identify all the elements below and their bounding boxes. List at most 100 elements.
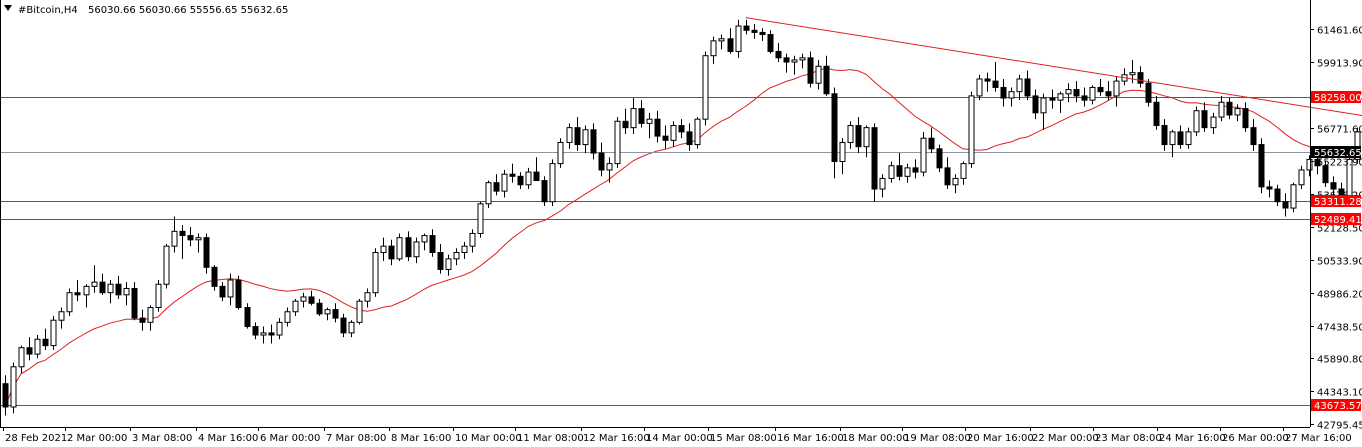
candle	[1097, 78, 1104, 96]
bull-candle-body	[356, 300, 363, 323]
bull-candle-body	[66, 292, 73, 313]
bull-candle-body	[372, 251, 379, 294]
bear-candle-body	[429, 235, 436, 253]
candle	[1177, 125, 1184, 149]
bear-candle-body	[405, 237, 412, 258]
bull-candle-body	[501, 173, 508, 192]
bull-candle-body	[171, 230, 178, 247]
candle	[638, 100, 645, 128]
bear-candle-body	[1330, 182, 1337, 190]
bear-candle-body	[662, 135, 669, 141]
bear-candle-body	[944, 167, 951, 186]
bear-candle-body	[42, 338, 49, 347]
bull-candle-body	[1129, 72, 1136, 76]
bull-candle-body	[324, 309, 331, 315]
candle	[566, 123, 573, 149]
bear-candle-body	[1032, 95, 1039, 114]
bear-candle-body	[235, 279, 242, 309]
candle	[227, 273, 234, 306]
bull-candle-body	[847, 125, 854, 143]
candle	[896, 153, 903, 181]
candle	[912, 159, 919, 179]
bull-candle-body	[1354, 131, 1361, 160]
candle	[147, 305, 154, 331]
y-tick-label: 56771.60	[1317, 125, 1362, 136]
bear-candle-body	[590, 129, 597, 154]
bull-candle-body	[735, 25, 742, 52]
candle	[759, 28, 766, 41]
candle	[1081, 87, 1088, 107]
bear-candle-body	[1049, 97, 1056, 101]
x-tick-label: 26 Mar 00:00	[1222, 433, 1289, 444]
bear-candle-body	[533, 171, 540, 182]
bull-candle-body	[1185, 131, 1192, 146]
bear-candle-body	[598, 152, 605, 171]
bull-candle-body	[18, 347, 25, 368]
candle	[187, 227, 194, 247]
bull-candle-body	[799, 57, 806, 61]
bear-candle-body	[1282, 201, 1289, 209]
bull-candle-body	[260, 332, 267, 336]
candles-layer	[2, 19, 1361, 416]
bull-candle-body	[976, 78, 983, 97]
bear-candle-body	[759, 31, 766, 36]
bear-candle-body	[493, 182, 500, 192]
bull-candle-body	[879, 177, 886, 190]
candle	[332, 303, 339, 323]
candle	[42, 328, 49, 350]
candle	[219, 282, 226, 302]
bull-candle-body	[453, 251, 460, 260]
x-tick-label: 8 Mar 16:00	[391, 433, 451, 444]
candle	[260, 326, 267, 344]
bull-candle-body	[147, 307, 154, 323]
bear-candle-body	[509, 173, 516, 177]
candle	[195, 233, 202, 253]
candle	[107, 280, 114, 304]
bear-candle-body	[751, 29, 758, 33]
bull-candle-body	[10, 366, 17, 408]
bull-candle-body	[485, 182, 492, 205]
candle	[1105, 81, 1112, 101]
bear-candle-body	[574, 127, 581, 146]
bull-candle-body	[710, 40, 717, 57]
bear-candle-body	[783, 57, 790, 63]
bear-candle-body	[1137, 72, 1144, 84]
x-tick-label: 28 Feb 2021	[5, 433, 67, 444]
candle	[1185, 127, 1192, 149]
bull-candle-body	[477, 203, 484, 234]
candle	[1008, 87, 1015, 107]
candle	[831, 87, 838, 179]
bear-candle-body	[219, 285, 226, 298]
x-tick-label: 15 Mar 08:00	[710, 433, 777, 444]
bull-candle-body	[445, 258, 452, 270]
candle	[888, 161, 895, 183]
bull-candle-body	[396, 237, 403, 260]
bear-candle-body	[1024, 78, 1031, 97]
collapse-triangle-icon[interactable]	[4, 5, 12, 11]
candle	[783, 53, 790, 73]
candle	[694, 117, 701, 149]
candle	[453, 248, 460, 266]
x-tick-label: 12 Mar 16:00	[583, 433, 650, 444]
bull-candle-body	[614, 120, 621, 165]
candle	[139, 309, 146, 331]
bull-candle-body	[904, 167, 911, 177]
candle	[131, 282, 138, 321]
candle	[630, 98, 637, 134]
candle	[1258, 138, 1265, 194]
bull-candle-body	[348, 321, 355, 334]
candle	[702, 51, 709, 126]
x-tick-label: 23 Mar 08:00	[1095, 433, 1162, 444]
bear-candle-body	[896, 165, 903, 177]
bear-candle-body	[1161, 125, 1168, 146]
candle	[582, 125, 589, 154]
candle	[1169, 129, 1176, 158]
bull-candle-body	[582, 129, 589, 146]
bear-candle-body	[308, 296, 315, 304]
candle	[710, 36, 717, 65]
candle	[1218, 95, 1225, 122]
symbol-label: #Bitcoin,H4	[18, 5, 78, 16]
bull-candle-body	[1218, 101, 1225, 118]
bull-candle-body	[670, 125, 677, 141]
